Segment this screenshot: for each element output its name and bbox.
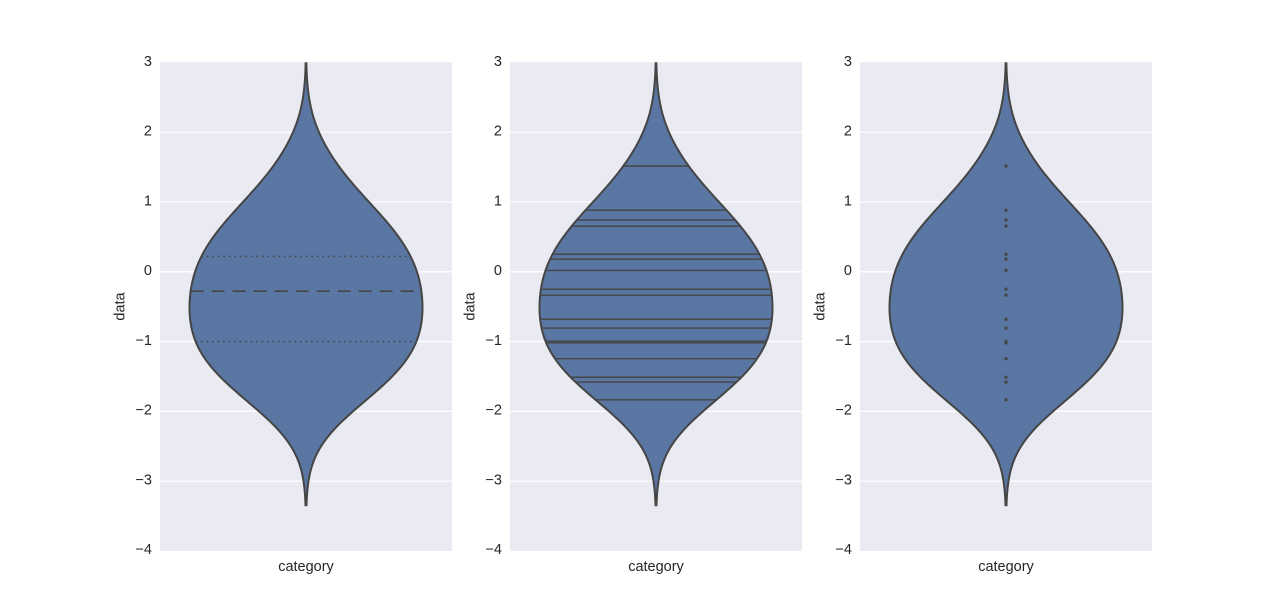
svg-text:−2: −2 — [835, 403, 852, 419]
svg-text:2: 2 — [844, 124, 852, 140]
svg-text:3: 3 — [494, 54, 502, 70]
svg-text:category: category — [278, 559, 334, 575]
svg-text:1: 1 — [144, 193, 152, 209]
svg-text:−4: −4 — [485, 542, 502, 558]
svg-text:data: data — [113, 291, 129, 320]
svg-text:data: data — [463, 291, 479, 320]
svg-text:−1: −1 — [485, 333, 502, 349]
svg-text:−3: −3 — [485, 472, 502, 488]
svg-text:1: 1 — [844, 193, 852, 209]
svg-text:3: 3 — [144, 54, 152, 70]
svg-text:−4: −4 — [835, 542, 852, 558]
svg-text:−1: −1 — [835, 333, 852, 349]
svg-text:data: data — [813, 291, 829, 320]
svg-text:0: 0 — [844, 263, 852, 279]
svg-text:2: 2 — [144, 124, 152, 140]
svg-text:−3: −3 — [135, 472, 152, 488]
svg-text:−4: −4 — [135, 542, 152, 558]
svg-text:2: 2 — [494, 124, 502, 140]
svg-text:−1: −1 — [135, 333, 152, 349]
svg-text:0: 0 — [144, 263, 152, 279]
svg-text:−3: −3 — [835, 472, 852, 488]
svg-text:1: 1 — [494, 193, 502, 209]
svg-text:category: category — [628, 559, 684, 575]
svg-text:category: category — [978, 559, 1034, 575]
svg-text:−2: −2 — [135, 403, 152, 419]
svg-text:3: 3 — [844, 54, 852, 70]
svg-text:−2: −2 — [485, 403, 502, 419]
svg-text:0: 0 — [494, 263, 502, 279]
